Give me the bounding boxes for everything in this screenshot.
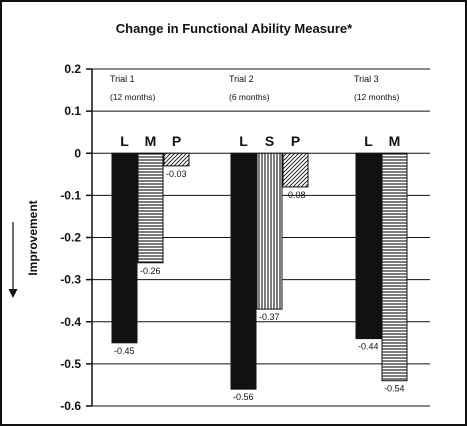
bar [111, 152, 138, 344]
data-label: -0.26 [140, 266, 161, 276]
bar [381, 152, 408, 382]
y-tick-label: 0 [74, 146, 81, 160]
bar-labels: Trial 1 (12 months) L -0.45 M -0.26 P -0.03 Tria… [110, 74, 405, 402]
data-label: -0.45 [114, 346, 135, 356]
bar-category-letter: L [239, 133, 248, 149]
bar-category-letter: L [364, 133, 373, 149]
bar [282, 152, 309, 188]
chart-title: Change in Functional Ability Measure* [116, 21, 353, 36]
data-label: -0.56 [233, 392, 254, 402]
bar-category-letter: S [265, 133, 274, 149]
y-tick-label: 0.1 [64, 104, 81, 118]
bar [355, 152, 382, 340]
bar [230, 152, 257, 390]
y-tick-labels: 0.2 0.1 0 -0.1 -0.2 -0.3 -0.4 -0.5 -0.6 [60, 62, 81, 413]
trial-duration-label: (6 months) [229, 92, 270, 102]
bar-category-letter: P [291, 133, 300, 149]
y-tick-label: -0.4 [60, 315, 81, 329]
bar [256, 152, 283, 310]
bar-category-letter: M [389, 133, 401, 149]
trial-duration-label: (12 months) [110, 92, 156, 102]
trial-duration-label: (12 months) [354, 92, 400, 102]
y-tick-label: -0.2 [60, 231, 81, 245]
bars [111, 152, 408, 390]
y-tick-label: -0.6 [60, 399, 81, 413]
data-label: -0.44 [358, 342, 379, 352]
down-arrow-icon [8, 222, 18, 298]
bar-category-letter: P [172, 133, 181, 149]
trial-name-label: Trial 2 [229, 74, 254, 84]
y-tick-label: 0.2 [64, 62, 81, 76]
bar-category-letter: L [120, 133, 129, 149]
y-axis-label: Improvement [26, 200, 40, 275]
data-label: -0.08 [285, 190, 306, 200]
data-label: -0.03 [166, 169, 187, 179]
data-label: -0.37 [259, 312, 280, 322]
y-tick-label: -0.1 [60, 188, 81, 202]
data-label: -0.54 [384, 384, 405, 394]
y-axis [86, 68, 93, 407]
bar [137, 152, 164, 264]
trial-name-label: Trial 1 [110, 74, 135, 84]
bar-category-letter: M [145, 133, 157, 149]
bar [163, 152, 190, 167]
y-tick-label: -0.3 [60, 273, 81, 287]
y-tick-label: -0.5 [60, 357, 81, 371]
trial-name-label: Trial 3 [354, 74, 379, 84]
